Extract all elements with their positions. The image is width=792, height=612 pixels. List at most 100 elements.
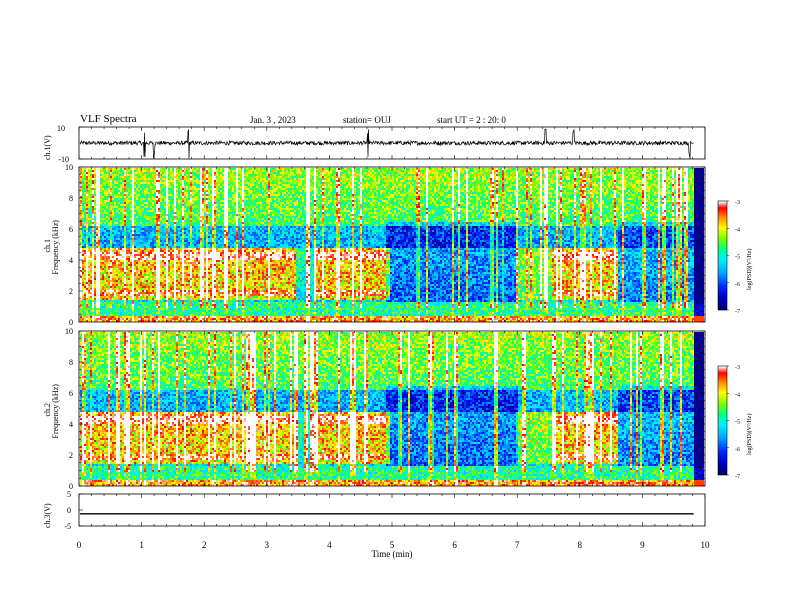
spectrogram-cell <box>132 318 134 320</box>
spectrogram-cell <box>182 316 184 318</box>
spectrogram-cell <box>98 194 100 196</box>
spectrogram-cell <box>204 304 206 306</box>
spectrogram-cell <box>130 258 132 260</box>
spectrogram-cell <box>200 278 202 280</box>
spectrogram-cell <box>126 242 128 244</box>
spectrogram-cell <box>194 294 196 296</box>
spectrogram-cell <box>192 256 194 258</box>
spectrogram-cell <box>182 198 184 200</box>
spectrogram-cell <box>154 278 156 280</box>
spectrogram-cell <box>100 286 102 288</box>
spectrogram-cell <box>204 216 206 218</box>
spectrogram-cell <box>200 190 202 192</box>
spectrogram-cell <box>128 180 130 182</box>
spectrogram-cell <box>106 172 108 174</box>
spectrogram-cell <box>90 314 92 316</box>
spectrogram-cell <box>178 240 180 242</box>
spectrogram-cell <box>126 316 128 318</box>
spectrogram-cell <box>134 310 136 312</box>
spectrogram-cell <box>134 192 136 194</box>
spectrogram-cell <box>130 202 132 204</box>
spectrogram-cell <box>108 316 110 318</box>
spectrogram-cell <box>192 172 194 174</box>
spectrogram-cell <box>192 246 194 248</box>
spectrogram-cell <box>122 248 124 250</box>
spectrogram-cell <box>130 286 132 288</box>
spectrogram-cell <box>120 252 122 254</box>
spectrogram-cell <box>144 298 146 300</box>
spectrogram-cell <box>172 188 174 190</box>
spectrogram-cell <box>110 196 112 198</box>
spectrogram-cell <box>160 174 162 176</box>
spectrogram-cell <box>104 188 106 190</box>
spectrogram-cell <box>178 174 180 176</box>
spectrogram-cell <box>194 232 196 234</box>
spectrogram-cell <box>194 312 196 314</box>
spectrogram-cell <box>192 220 194 222</box>
spectrogram-cell <box>196 292 198 294</box>
spectrogram-cell <box>160 224 162 226</box>
spectrogram-cell <box>170 246 172 248</box>
spectrogram-cell <box>100 184 102 186</box>
spectrogram-cell <box>144 238 146 240</box>
spectrogram-cell <box>192 312 194 314</box>
spectrogram-cell <box>96 314 98 316</box>
spectrogram-cell <box>200 170 202 172</box>
spectrogram-cell <box>182 262 184 264</box>
spectrogram-cell <box>118 318 120 320</box>
spectrogram-cell <box>158 206 160 208</box>
spectrogram-cell <box>112 194 114 196</box>
spectrogram-cell <box>176 308 178 310</box>
spectrogram-cell <box>128 236 130 238</box>
spectrogram-cell <box>188 306 190 308</box>
spectrogram-cell <box>86 276 88 278</box>
spectrogram-cell <box>106 236 108 238</box>
spectrogram-cell <box>198 284 200 286</box>
spectrogram-cell <box>176 304 178 306</box>
spectrogram-cell <box>146 230 148 232</box>
spectrogram-cell <box>154 182 156 184</box>
spectrogram-cell <box>162 240 164 242</box>
spectrogram-cell <box>156 184 158 186</box>
spectrogram-cell <box>152 172 154 174</box>
spectrogram-cell <box>124 222 126 224</box>
spectrogram-cell <box>82 208 84 210</box>
spectrogram-cell <box>178 226 180 228</box>
spectrogram-cell <box>132 292 134 294</box>
spectrogram-cell <box>92 250 94 252</box>
spectrogram-cell <box>130 240 132 242</box>
spectrogram-cell <box>96 316 98 318</box>
spectrogram-cell <box>88 192 90 194</box>
spectrogram-cell <box>132 296 134 298</box>
spectrogram-cell <box>188 286 190 288</box>
spectrogram-cell <box>148 290 150 292</box>
spectrogram-cell <box>120 296 122 298</box>
spectrogram-cell <box>180 194 182 196</box>
spectrogram-cell <box>104 218 106 220</box>
spectrogram-cell <box>118 248 120 250</box>
spectrogram-cell <box>198 182 200 184</box>
spectrogram-cell <box>112 308 114 310</box>
spectrogram-cell <box>102 224 104 226</box>
spectrogram-cell <box>176 218 178 220</box>
spectrogram-cell <box>102 316 104 318</box>
spectrogram-cell <box>136 172 138 174</box>
spectrogram-cell <box>80 256 82 258</box>
spectrogram-cell <box>102 168 104 170</box>
spectrogram-cell <box>114 296 116 298</box>
spectrogram-cell <box>172 186 174 188</box>
spectrogram-cell <box>80 182 82 184</box>
spectrogram-cell <box>140 202 142 204</box>
spectrogram-cell <box>128 312 130 314</box>
spectrogram-cell <box>88 228 90 230</box>
spectrogram-cell <box>204 200 206 202</box>
spectrogram-cell <box>182 260 184 262</box>
spectrogram-cell <box>192 270 194 272</box>
spectrogram-cell <box>172 198 174 200</box>
spectrogram-cell <box>134 196 136 198</box>
spectrogram-cell <box>178 300 180 302</box>
spectrogram-cell <box>82 232 84 234</box>
spectrogram-cell <box>186 234 188 236</box>
spectrogram-cell <box>136 228 138 230</box>
spectrogram-cell <box>158 294 160 296</box>
